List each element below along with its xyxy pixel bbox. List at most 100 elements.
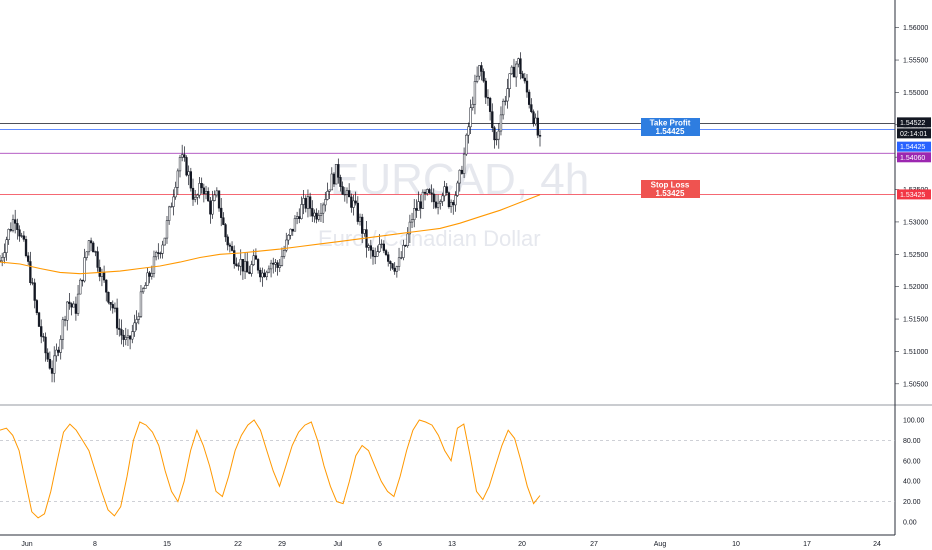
- candle-body: [282, 249, 286, 257]
- candle-body: [124, 337, 127, 340]
- candle-body: [217, 190, 221, 209]
- osc-tick-label: 60.00: [903, 458, 921, 465]
- candle-body: [83, 257, 86, 282]
- candle-body: [14, 219, 17, 224]
- candle-body: [330, 173, 333, 191]
- candle-body: [11, 219, 15, 231]
- candle-body: [29, 261, 32, 283]
- candle-body: [408, 221, 412, 235]
- candle-body: [501, 100, 505, 116]
- candle-body: [16, 223, 19, 230]
- price-tick-label: 1.55500: [903, 58, 928, 65]
- candle-body: [133, 322, 136, 332]
- candle-body: [181, 154, 184, 158]
- candle-body: [308, 196, 312, 209]
- osc-tick-label: 100.00: [903, 418, 925, 425]
- candle-body: [387, 254, 390, 262]
- candle-body: [272, 262, 275, 265]
- take-profit-box[interactable]: Take Profit 1.54425: [641, 118, 700, 136]
- candle-body: [31, 282, 34, 284]
- candle-body: [319, 212, 323, 216]
- candle-body: [76, 293, 80, 314]
- candle-body: [148, 272, 151, 277]
- candle-body: [354, 200, 357, 204]
- time-tick-label: 20: [518, 541, 526, 548]
- price-tick-label: 1.51000: [903, 349, 928, 356]
- price-tick-label: 1.56000: [903, 25, 928, 32]
- osc-tick-label: 20.00: [903, 499, 921, 506]
- stop-loss-box[interactable]: Stop Loss 1.53425: [641, 180, 700, 198]
- candle-body: [274, 262, 277, 265]
- time-tick-label: Jul: [334, 541, 343, 548]
- candle-body: [486, 97, 490, 99]
- candle-body: [534, 117, 537, 125]
- time-tick-label: 15: [163, 541, 171, 548]
- candle-body: [458, 169, 461, 184]
- candle-body: [341, 186, 344, 195]
- candle-body: [371, 250, 375, 257]
- candle-body: [306, 196, 310, 209]
- candle-body: [504, 100, 507, 102]
- time-tick-label: 24: [873, 541, 881, 548]
- candle-body: [144, 285, 147, 289]
- take-profit-tag-label: 1.54425: [900, 144, 925, 151]
- candle-body: [18, 229, 21, 237]
- candle-body: [211, 200, 214, 215]
- candle-body: [161, 244, 164, 254]
- candle-body: [430, 192, 433, 195]
- candle-body: [337, 164, 340, 178]
- candle-body: [141, 288, 145, 293]
- countdown-tag-label: 02:14:01: [900, 131, 927, 138]
- stop-loss-tag-label: 1.53425: [900, 192, 925, 199]
- candle-body: [415, 208, 418, 211]
- candle-body: [35, 300, 39, 314]
- candle-body: [254, 255, 258, 260]
- time-tick-label: 13: [448, 541, 456, 548]
- candle-body: [410, 219, 414, 223]
- candle-body: [96, 251, 99, 268]
- oscillator-axis[interactable]: 100.00 80.00 60.00 40.00 20.00 0.00: [903, 418, 925, 527]
- last-price-tag-label: 1.54522: [900, 120, 925, 127]
- candle-body: [287, 234, 290, 241]
- candle-body: [70, 303, 73, 308]
- candle-body: [9, 229, 12, 231]
- candle-body: [183, 154, 186, 158]
- candle-body: [311, 208, 314, 217]
- time-axis[interactable]: Jun 8 15 22 29 Jul 6 13 20 27 Aug 10 17 24: [21, 541, 881, 548]
- candle-body: [389, 261, 392, 264]
- candle-body: [378, 244, 381, 252]
- candle-body: [456, 182, 459, 196]
- price-levels: [0, 122, 895, 195]
- candle-body: [313, 212, 316, 217]
- candle-body: [42, 336, 45, 338]
- candle-body: [514, 63, 518, 78]
- candle-body: [469, 107, 472, 128]
- candle-body: [484, 80, 487, 98]
- candle-body: [512, 66, 516, 78]
- candle-body: [66, 301, 69, 321]
- candle-body: [152, 256, 156, 274]
- candle-body: [159, 253, 162, 255]
- candle-body: [220, 207, 223, 218]
- candle-body: [237, 265, 240, 267]
- candle-body: [406, 233, 409, 247]
- price-axis[interactable]: 1.560001.555001.550001.545001.540001.535…: [895, 25, 928, 388]
- candle-body: [300, 204, 303, 219]
- candle-body: [491, 111, 494, 129]
- candle-body: [111, 304, 114, 309]
- oscillator-pane[interactable]: [0, 419, 895, 519]
- candle-body: [61, 319, 65, 340]
- candle-body: [46, 352, 49, 360]
- candle-body: [441, 195, 444, 202]
- candle-body: [393, 267, 396, 272]
- candle-body: [213, 194, 216, 201]
- candle-body: [488, 97, 492, 112]
- candle-body: [222, 217, 225, 225]
- candle-body: [402, 245, 405, 258]
- time-tick-label: Aug: [654, 541, 667, 548]
- candle-body: [397, 257, 401, 267]
- candle-body: [382, 243, 386, 251]
- stop-loss-title: Stop Loss: [651, 181, 690, 190]
- candle-body: [63, 319, 67, 321]
